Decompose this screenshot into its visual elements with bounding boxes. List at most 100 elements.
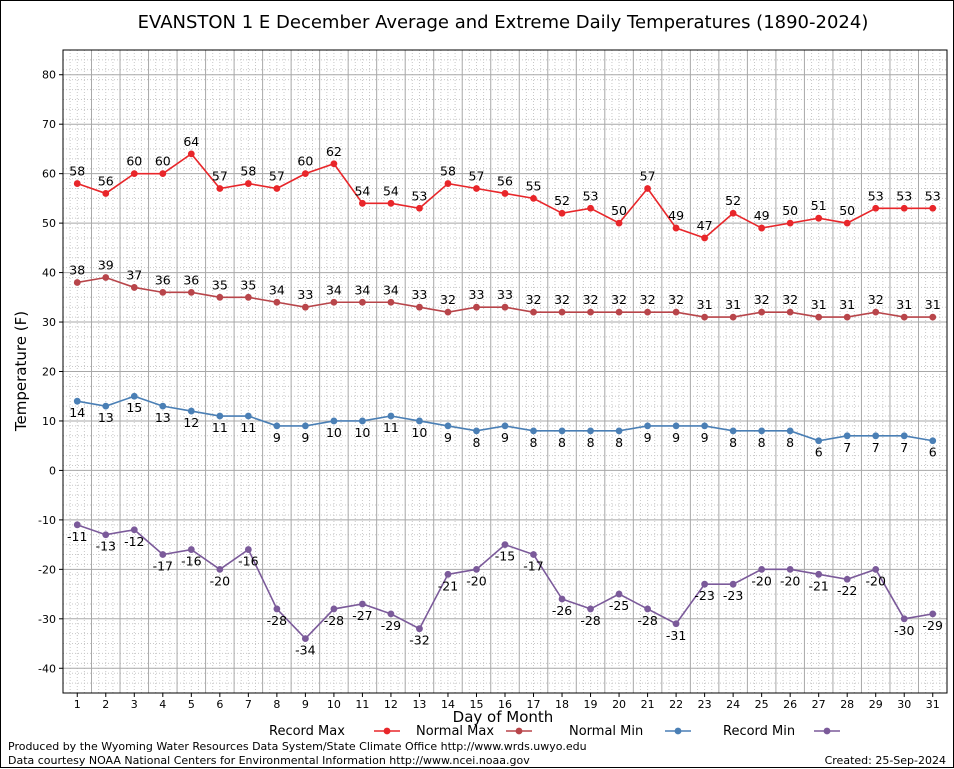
data-point [729,209,737,217]
chart-title: EVANSTON 1 E December Average and Extrem… [138,12,869,33]
data-point [244,412,252,420]
data-point [73,279,81,286]
data-label: 32 [526,292,542,307]
data-point [273,422,281,430]
x-tick-label: 5 [188,698,195,711]
data-point [900,432,908,440]
data-label: -20 [865,573,885,588]
data-label: 57 [212,168,228,183]
data-point [102,531,110,539]
data-label: 52 [725,193,741,208]
data-point [330,605,338,613]
data-point [843,432,851,440]
legend-label: Normal Min [569,724,643,739]
legend-item-record-min: Record Min [723,724,840,739]
y-tick-label: 30 [42,316,56,329]
data-point [159,402,167,410]
data-label: 10 [326,425,342,440]
x-tick-label: 19 [584,698,598,711]
data-point [615,590,623,598]
data-point [73,521,81,529]
data-label: 60 [155,154,171,169]
y-axis-title: Temperature (F) [12,311,30,432]
legend-item-record-max: Record Max [269,724,400,739]
data-label: -16 [238,554,258,569]
x-tick-label: 1 [74,698,81,711]
data-label: 32 [583,292,599,307]
data-point [587,204,594,212]
data-point [387,412,395,420]
data-point [473,565,480,573]
data-label: 38 [69,262,85,277]
y-tick-label: 40 [42,267,56,280]
data-point [102,190,110,197]
data-label: -20 [466,573,486,588]
data-point [672,422,680,430]
data-label: 8 [729,435,737,450]
data-label: 57 [640,168,656,183]
data-point [558,209,566,217]
legend: Record Max Normal Max Normal Min Record Min [269,724,840,739]
data-label: -34 [295,643,315,658]
data-label: 11 [212,420,228,435]
legend-label: Record Max [269,724,345,739]
legend-label: Normal Max [416,724,494,739]
data-label: 6 [929,445,937,460]
data-point [501,541,509,549]
data-label: -28 [580,613,600,628]
data-label: 7 [872,440,880,455]
data-label: -17 [153,559,173,574]
y-tick-label: 70 [42,118,56,131]
data-label: 9 [644,430,652,445]
data-point [558,427,566,435]
data-point [644,422,651,430]
data-label: -21 [438,578,458,593]
data-label: 32 [554,292,570,307]
data-label: 13 [98,410,114,425]
x-tick-label: 6 [216,698,223,711]
data-label: 32 [668,292,684,307]
data-point [815,570,823,578]
data-label: 50 [782,203,798,218]
data-label: 51 [811,198,827,213]
data-point [444,570,452,578]
data-label: -28 [324,613,344,628]
data-label: 9 [672,430,680,445]
data-label: 34 [269,282,285,297]
data-point [872,432,880,440]
data-point [216,565,224,573]
data-label: -28 [267,613,287,628]
data-label: 34 [354,282,370,297]
data-point [786,427,794,435]
data-label: 31 [925,297,941,312]
data-point [729,313,737,321]
data-label: -20 [780,573,800,588]
data-label: 8 [530,435,538,450]
data-point [900,313,908,321]
data-point [786,308,794,316]
data-label: 31 [811,297,827,312]
y-tick-label: -10 [38,514,56,527]
data-label: 9 [273,430,281,445]
x-tick-label: 24 [726,698,740,711]
data-label: 13 [155,410,171,425]
data-point [159,288,167,296]
x-tick-label: 23 [698,698,712,711]
data-label: 53 [925,188,941,203]
data-point [786,565,794,573]
data-label: -29 [381,618,401,633]
x-axis-ticks: 1 2 3 4 5 6 7 8 9 10 11 12 13 14 15 16 17 18 19 20 21 22 23 24 2… [74,693,940,711]
data-point [872,565,880,573]
data-label: 58 [240,164,256,179]
grid [63,49,947,694]
data-point [872,204,880,212]
data-point [501,422,509,430]
data-label: 31 [896,297,912,312]
x-tick-label: 17 [527,698,541,711]
data-point [672,308,680,316]
data-point [130,392,138,400]
legend-marker [383,727,391,735]
data-point [473,303,480,311]
data-point [929,437,937,445]
